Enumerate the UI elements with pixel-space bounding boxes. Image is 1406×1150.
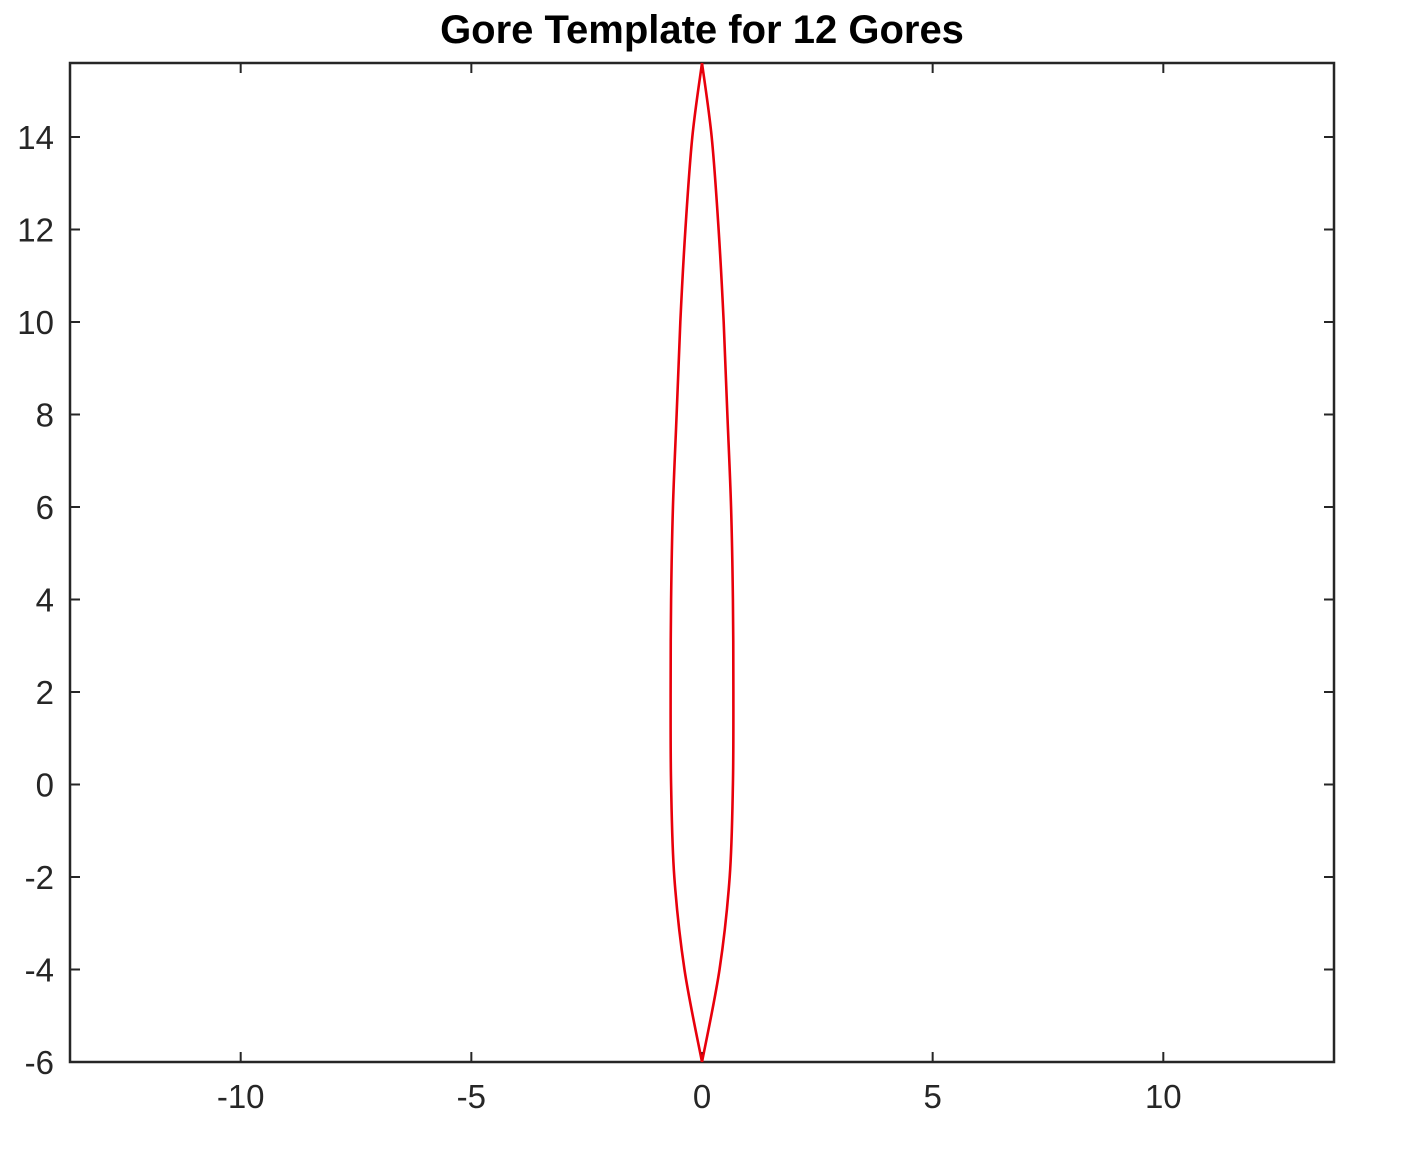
y-axis: -6 -4 -2 0 2 4 6 8 10 12 14 (17, 119, 1334, 1081)
series-layer (669, 62, 735, 1063)
x-axis: -10 -5 0 5 10 (217, 63, 1182, 1115)
y-tick-label: -4 (25, 952, 54, 989)
y-tick-label: 6 (36, 489, 54, 526)
y-tick-label: -6 (25, 1044, 54, 1081)
gore-outline-right (700, 62, 735, 1063)
plot-area (68, 61, 1336, 1064)
y-tick-label: 12 (17, 212, 54, 249)
gore-outline-left (669, 62, 704, 1063)
x-tick-label: 10 (1145, 1078, 1182, 1115)
y-tick-label: 4 (36, 582, 54, 619)
y-tick-label: 10 (17, 304, 54, 341)
chart-title: Gore Template for 12 Gores (440, 8, 964, 52)
y-tick-label: 2 (36, 674, 54, 711)
x-tick-label: -5 (457, 1078, 486, 1115)
x-tick-label: 0 (693, 1078, 711, 1115)
y-tick-label: 0 (36, 767, 54, 804)
x-tick-label: -10 (217, 1078, 265, 1115)
y-tick-label: 14 (17, 119, 54, 156)
y-tick-label: 8 (36, 397, 54, 434)
y-tick-label: -2 (25, 859, 54, 896)
x-tick-label: 5 (923, 1078, 941, 1115)
